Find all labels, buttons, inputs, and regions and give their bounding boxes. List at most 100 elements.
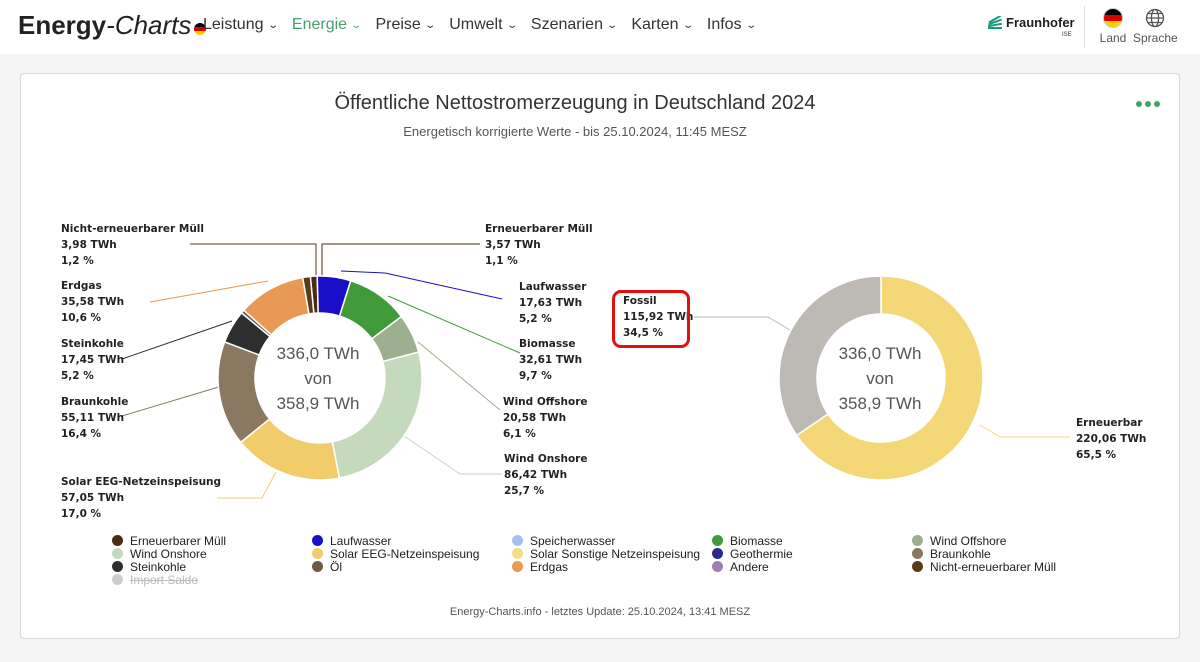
connector-line	[417, 341, 501, 411]
legend-item[interactable]: Laufwasser	[312, 533, 512, 548]
nav-label: Szenarien	[530, 16, 603, 33]
chart-legend: Erneuerbarer Müll Laufwasser Speicherwasse…	[112, 533, 1112, 587]
legend-label: Erneuerbarer Müll	[130, 533, 227, 548]
right-donut-center: 336,0 TWh von 358,9 TWh	[810, 341, 950, 416]
legend-dot-icon	[712, 535, 723, 546]
slice-erneuerbar[interactable]	[795, 275, 984, 481]
fraunhofer-logo[interactable]: Fraunhofer ISE	[988, 15, 1075, 38]
legend-dot-icon	[112, 535, 123, 546]
legend-label: Andere	[730, 559, 769, 574]
country-button[interactable]: Land	[1091, 8, 1135, 45]
legend-label: Wind Onshore	[130, 546, 207, 561]
label-erneuerbar: Erneuerbar 220,06 TWh 65,5 %	[1076, 417, 1147, 461]
center-line2: von	[304, 369, 332, 388]
chevron-down-icon: ⌄	[505, 19, 518, 31]
legend-label: Nicht-erneuerbarer Müll	[930, 559, 1057, 574]
connector-line	[149, 280, 269, 303]
top-navigation-bar: Energy-Charts Leistung ⌄ Energie ⌄ Preise ⌄ Um…	[0, 0, 1200, 54]
legend-item[interactable]: Geothermie	[712, 546, 912, 561]
chevron-down-icon: ⌄	[424, 19, 436, 31]
legend-dot-icon	[912, 535, 923, 546]
nav-item-preise[interactable]: Preise ⌄	[375, 16, 436, 34]
legend-label: Import Saldo	[130, 572, 199, 587]
chevron-down-icon: ⌄	[744, 19, 757, 31]
nav-item-leistung[interactable]: Leistung ⌄	[203, 16, 279, 34]
connector-line	[190, 243, 317, 276]
legend-item[interactable]: Solar Sonstige Netzeinspeisung	[512, 546, 712, 561]
legend-item[interactable]: Import Saldo	[112, 572, 312, 587]
legend-item[interactable]: Wind Offshore	[912, 533, 1112, 548]
legend-dot-icon	[112, 574, 123, 585]
legend-dot-icon	[312, 561, 323, 572]
legend-item[interactable]: Andere	[712, 559, 912, 574]
legend-item[interactable]: Nicht-erneuerbarer Müll	[912, 559, 1112, 574]
connector-line	[217, 471, 277, 499]
center-line1: 336,0 TWh	[838, 344, 922, 363]
label-wind-onshore: Wind Onshore 86,42 TWh 25,7 %	[504, 453, 588, 497]
main-nav: Leistung ⌄ Energie ⌄ Preise ⌄ Umwelt ⌄ Szenarien…	[203, 16, 757, 34]
label-fossil: Fossil 115,92 TWh 34,5 %	[623, 295, 694, 339]
legend-item[interactable]: Erdgas	[512, 559, 712, 574]
label-erdgas: Erdgas 35,58 TWh 10,6 %	[61, 280, 125, 324]
legend-label: Wind Offshore	[930, 533, 1007, 548]
legend-dot-icon	[712, 548, 723, 559]
header-divider	[1084, 6, 1085, 48]
nav-item-szenarien[interactable]: Szenarien ⌄	[530, 16, 618, 34]
legend-item[interactable]: Steinkohle	[112, 560, 312, 574]
label-nicht-erneuerbarer-muell: Nicht-erneuerbarer Müll 3,98 TWh 1,2 %	[61, 223, 204, 267]
nav-label: Karten	[631, 16, 679, 33]
energy-charts-logo[interactable]: Energy-Charts	[18, 10, 207, 41]
legend-item[interactable]: Erneuerbarer Müll	[112, 533, 312, 548]
chevron-down-icon: ⌄	[350, 19, 363, 31]
chart-title: Öffentliche Nettostromerzeugung in Deuts…	[334, 92, 816, 114]
legend-label: Solar Sonstige Netzeinspeisung	[530, 546, 701, 561]
connector-line	[694, 316, 791, 331]
legend-label: Laufwasser	[330, 533, 392, 548]
slice-fossil[interactable]	[778, 275, 882, 437]
nav-label: Energie	[291, 16, 348, 33]
legend-dot-icon	[112, 561, 123, 572]
legend-item[interactable]: Biomasse	[712, 533, 912, 548]
legend-label: Speicherwasser	[530, 533, 616, 548]
nav-item-energie[interactable]: Energie ⌄	[291, 16, 363, 34]
legend-label: Geothermie	[730, 546, 793, 561]
legend-label: Öl	[330, 559, 342, 574]
connector-line	[121, 320, 233, 360]
label-wind-offshore: Wind Offshore 20,58 TWh 6,1 %	[503, 396, 588, 440]
legend-item[interactable]: Solar EEG-Netzeinspeisung	[312, 547, 512, 561]
nav-label: Umwelt	[449, 16, 503, 33]
legend-dot-icon	[912, 561, 923, 572]
chart-subtitle: Energetisch korrigierte Werte - bis 25.1…	[403, 124, 747, 139]
legend-item[interactable]: Öl	[312, 559, 512, 574]
center-line3: 358,9 TWh	[276, 394, 360, 413]
nav-item-karten[interactable]: Karten ⌄	[631, 16, 694, 34]
connector-line	[121, 385, 223, 417]
legend-dot-icon	[312, 535, 323, 546]
nav-item-umwelt[interactable]: Umwelt ⌄	[449, 16, 518, 34]
connector-line	[321, 243, 480, 276]
legend-item[interactable]: Wind Onshore	[112, 546, 312, 561]
legend-dot-icon	[512, 535, 523, 546]
footer-update-text: Energy-Charts.info - letztes Update: 25.…	[449, 606, 751, 618]
chart-menu-button[interactable]	[1136, 101, 1160, 107]
dot-icon	[1154, 101, 1160, 107]
legend-label: Erdgas	[530, 559, 569, 574]
chart-card	[20, 73, 1180, 639]
nav-item-infos[interactable]: Infos ⌄	[707, 16, 757, 34]
legend-label: Biomasse	[730, 533, 783, 548]
legend-item[interactable]: Speicherwasser	[512, 533, 712, 548]
slice-nicht-erneuerbarer-müll[interactable]	[301, 275, 315, 315]
chevron-down-icon: ⌄	[266, 19, 279, 31]
chevron-down-icon: ⌄	[681, 19, 694, 31]
nav-label: Leistung	[203, 16, 264, 33]
center-line3: 358,9 TWh	[838, 394, 922, 413]
legend-item[interactable]: Braunkohle	[912, 546, 1112, 561]
connector-line	[340, 270, 503, 300]
dot-icon	[1145, 101, 1151, 107]
nav-label: Preise	[375, 16, 421, 33]
language-button[interactable]: Sprache	[1133, 8, 1178, 45]
legend-label: Braunkohle	[930, 546, 991, 561]
left-donut-center: 336,0 TWh von 358,9 TWh	[248, 341, 388, 416]
legend-dot-icon	[512, 548, 523, 559]
